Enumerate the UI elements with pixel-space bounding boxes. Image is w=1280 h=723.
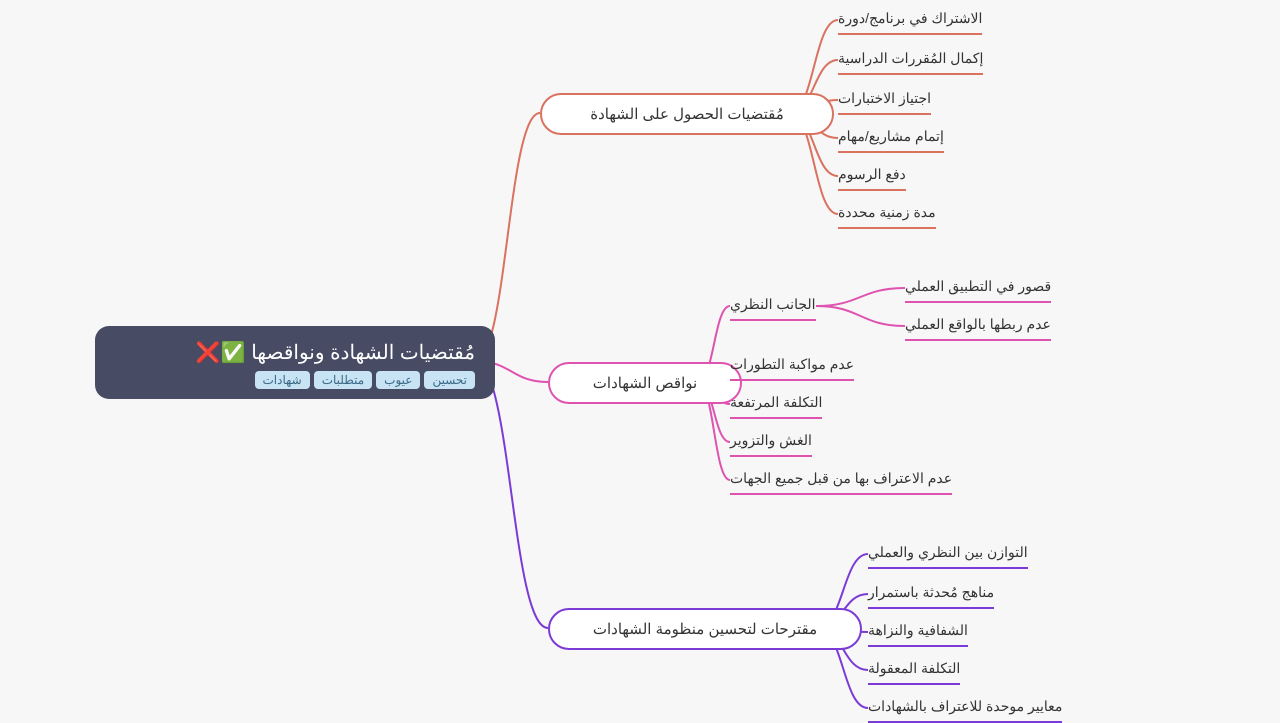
leaf-improve-0[interactable]: التوازن بين النظري والعملي [868,544,1028,569]
leaf-deficits-0[interactable]: الجانب النظري [730,296,816,321]
leaf-reqs-5[interactable]: مدة زمنية محددة [838,204,936,229]
leaf-reqs-4[interactable]: دفع الرسوم [838,166,906,191]
leaf-improve-4[interactable]: معايير موحدة للاعتراف بالشهادات [868,698,1062,723]
branch-improve[interactable]: مقترحات لتحسين منظومة الشهادات [548,608,862,650]
leaf-deficits-4[interactable]: عدم الاعتراف بها من قبل جميع الجهات [730,470,952,495]
root-title: مُقتضيات الشهادة ونواقصها ✅❌ [115,340,475,365]
leaf-deficits-2[interactable]: التكلفة المرتفعة [730,394,822,419]
leaf-reqs-3[interactable]: إتمام مشاريع/مهام [838,128,944,153]
leaf-improve-2[interactable]: الشفافية والنزاهة [868,622,968,647]
leaf-reqs-0[interactable]: الاشتراك في برنامج/دورة [838,10,982,35]
leaf-deficits-3[interactable]: الغش والتزوير [730,432,812,457]
root-node[interactable]: مُقتضيات الشهادة ونواقصها ✅❌ تحسينعيوبمتط… [95,326,495,399]
subleaf-deficits-0-1[interactable]: عدم ربطها بالواقع العملي [905,316,1051,341]
branch-deficits[interactable]: نواقص الشهادات [548,362,742,404]
leaf-reqs-1[interactable]: إكمال المُقررات الدراسية [838,50,983,75]
leaf-improve-1[interactable]: مناهج مُحدثة باستمرار [868,584,994,609]
subleaf-deficits-0-0[interactable]: قصور في التطبيق العملي [905,278,1051,303]
leaf-deficits-1[interactable]: عدم مواكبة التطورات [730,356,854,381]
leaf-reqs-2[interactable]: اجتياز الاختبارات [838,90,931,115]
root-tag: شهادات [255,371,310,389]
root-tag: عيوب [376,371,420,389]
leaf-improve-3[interactable]: التكلفة المعقولة [868,660,960,685]
root-tag: تحسين [424,371,475,389]
root-tag: متطلبات [314,371,372,389]
branch-reqs[interactable]: مُقتضيات الحصول على الشهادة [540,93,834,135]
